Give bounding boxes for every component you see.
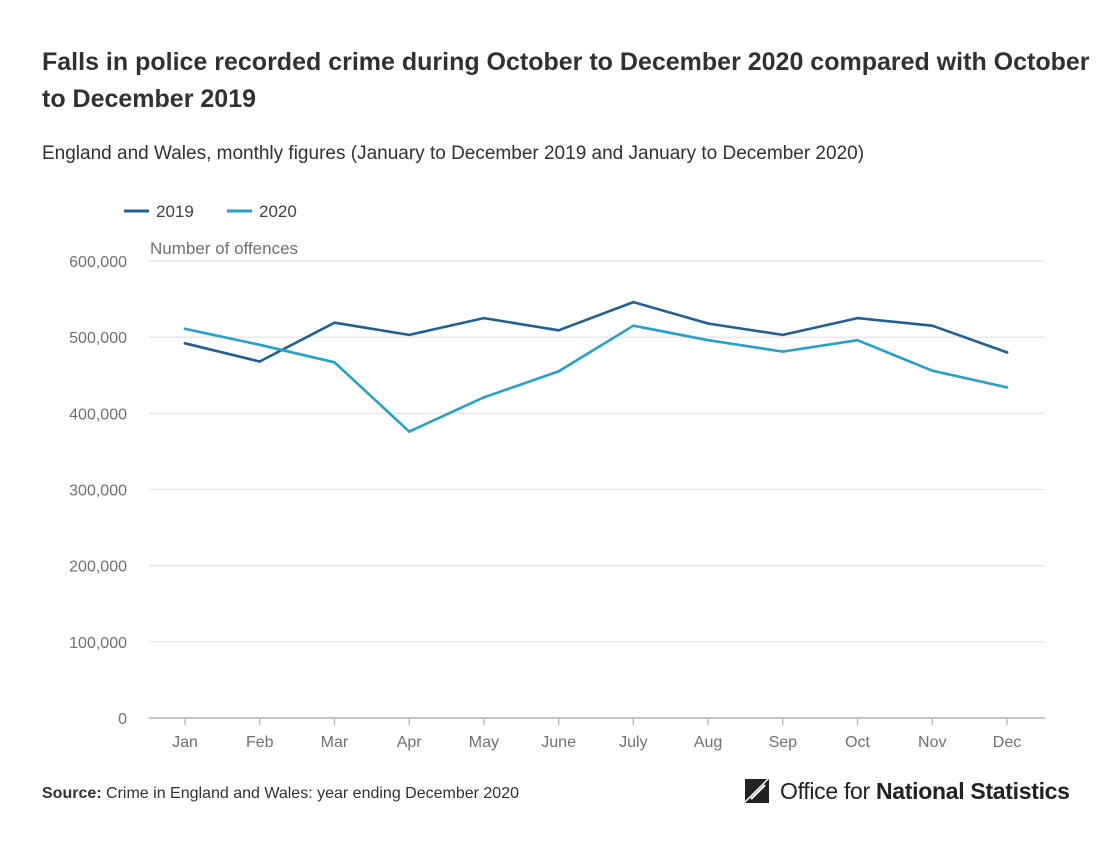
x-tick-label: May	[469, 734, 499, 751]
x-tick-label: June	[541, 734, 576, 751]
data-point-2020	[856, 338, 859, 342]
data-point-2020	[930, 369, 934, 372]
x-tick-label: Sep	[769, 734, 798, 751]
y-tick-label: 0	[118, 711, 127, 728]
data-point-2019	[706, 322, 710, 325]
data-point-2019	[407, 333, 411, 337]
chart-legend: 2019 2020	[124, 202, 297, 221]
source-note: Source: Crime in England and Wales: year…	[42, 785, 519, 803]
data-point-2020	[333, 361, 336, 364]
data-point-2019	[632, 300, 635, 304]
source-label: Source:	[42, 785, 102, 802]
y-tick-label: 200,000	[69, 559, 127, 576]
x-tick-label: July	[619, 734, 647, 751]
data-point-2020	[781, 350, 785, 353]
chart-title: Falls in police recorded crime during Oc…	[42, 48, 1090, 113]
series-lines	[183, 300, 1009, 433]
x-tick-label: Dec	[993, 734, 1021, 751]
source-text: Crime in England and Wales: year ending …	[106, 785, 519, 802]
data-point-2020	[1005, 386, 1009, 389]
data-point-2019	[557, 329, 560, 332]
y-tick-label: 600,000	[69, 254, 127, 271]
x-tick-label: Mar	[321, 734, 349, 751]
data-point-2020	[632, 324, 635, 328]
legend-label-2020: 2020	[259, 202, 297, 221]
ons-logo: Office for National Statistics	[742, 774, 1070, 808]
y-tick-label: 500,000	[69, 330, 127, 347]
ons-logo-text-bold: National Statistics	[875, 777, 1070, 804]
y-tick-label: 100,000	[69, 635, 127, 652]
x-tick-label: Aug	[694, 734, 722, 751]
series-line-2020	[183, 324, 1009, 433]
x-tick-label: Apr	[397, 734, 423, 751]
data-point-2019	[183, 341, 187, 345]
x-tick-label: Nov	[918, 734, 946, 751]
x-tick-label: Jan	[172, 734, 198, 751]
y-axis-ticks: 0 100,000 200,000 300,000 400,000 500,000 600,…	[69, 254, 127, 728]
x-tick-label: Feb	[246, 734, 274, 751]
data-point-2019	[333, 321, 336, 324]
data-point-2019	[930, 324, 934, 328]
data-point-2019	[781, 333, 785, 337]
y-tick-label: 400,000	[69, 406, 127, 423]
data-point-2020	[183, 327, 187, 331]
chart-subtitle: England and Wales, monthly figures (Janu…	[42, 143, 865, 164]
x-tick-label: Oct	[845, 734, 870, 751]
legend-item-2019: 2019	[124, 202, 194, 221]
ons-logo-text-light: Office for	[780, 777, 876, 804]
y-tick-label: 300,000	[69, 483, 127, 500]
legend-label-2019: 2019	[156, 202, 194, 221]
data-point-2020	[482, 396, 486, 399]
grid-lines	[149, 260, 1045, 643]
data-point-2020	[407, 430, 411, 433]
legend-item-2020: 2020	[227, 202, 297, 221]
data-point-2019	[482, 316, 486, 320]
series-line-2019	[183, 300, 1009, 363]
ons-logo-text: Office for National Statistics	[780, 778, 1070, 805]
data-point-2020	[557, 370, 560, 373]
y-axis-label: Number of offences	[150, 239, 298, 258]
data-point-2020	[706, 338, 710, 342]
data-point-2019	[1005, 351, 1009, 354]
line-chart: 2019 2020 Number of offences 0 100,000 200,…	[69, 202, 1045, 751]
ons-logo-icon	[745, 779, 769, 803]
data-point-2019	[258, 360, 262, 363]
x-axis: Jan Feb Mar Apr May June July Aug Sep Oct Nov Dec	[149, 717, 1045, 751]
data-point-2019	[856, 316, 859, 320]
data-point-2020	[258, 343, 262, 347]
